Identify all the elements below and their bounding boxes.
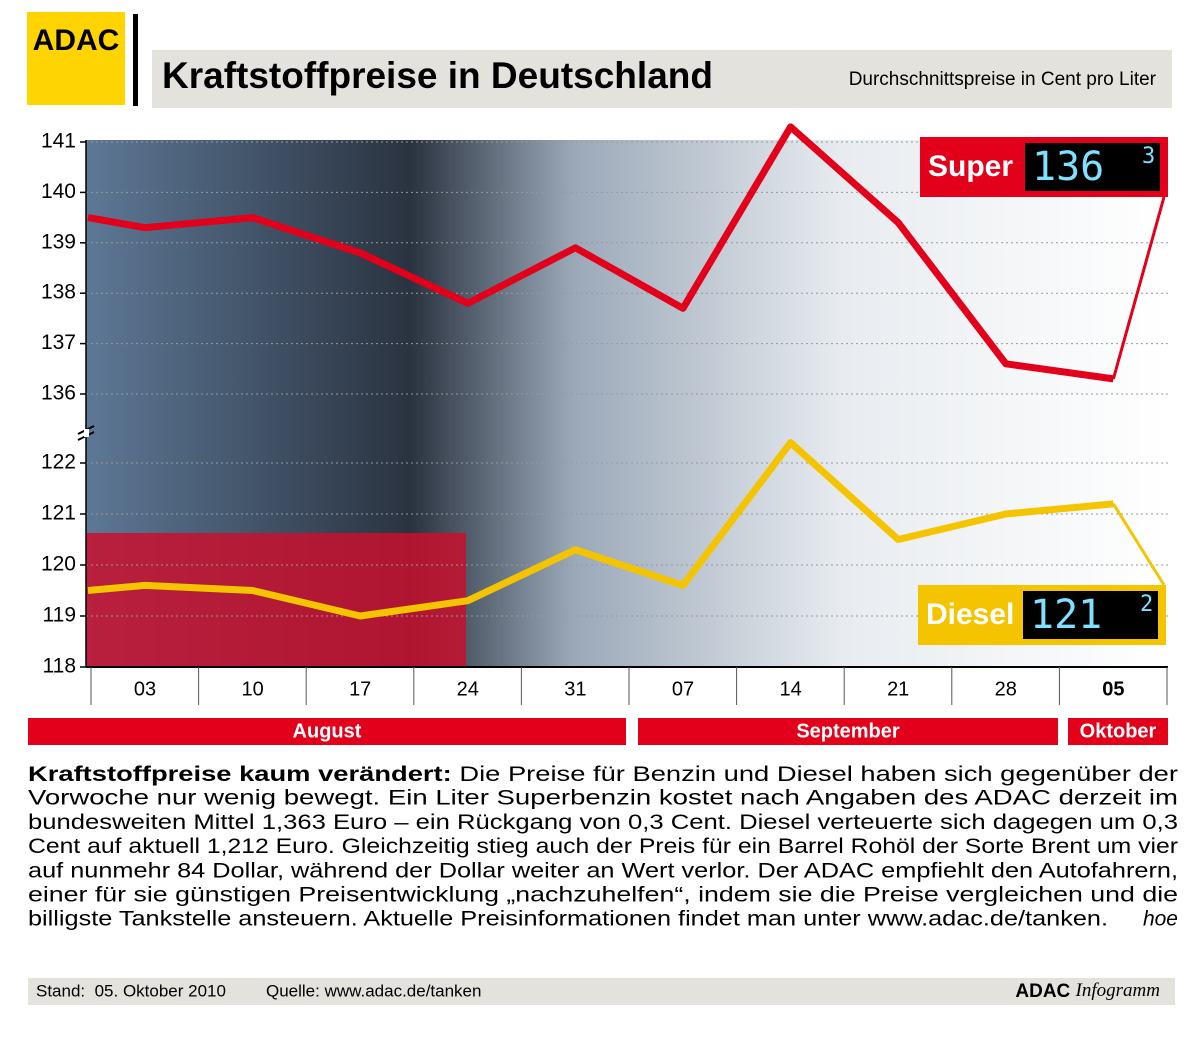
y-tick-label: 137	[41, 331, 76, 354]
logo-box	[27, 12, 125, 105]
display-main: 121	[1030, 592, 1102, 638]
legend-label: Super	[928, 150, 1013, 183]
footer-stand: Stand: 05. Oktober 2010	[36, 981, 226, 1000]
x-tick-label: 28	[995, 678, 1017, 700]
article-line: Cent auf aktuell 1,212 Euro. Gleichzeiti…	[28, 835, 1178, 858]
series-line	[87, 439, 1114, 620]
article-lead: Kraftstoffpreise kaum verändert:	[28, 763, 452, 786]
y-tick-label: 139	[41, 230, 76, 253]
display-sup: 2	[1140, 592, 1153, 617]
month-label: Oktober	[1080, 720, 1157, 742]
photo-detail	[86, 533, 466, 667]
x-tick-label: 05	[1102, 678, 1124, 700]
display-main: 136	[1032, 144, 1104, 190]
article-line: bundesweiten Mittel 1,363 Euro – ein Rüc…	[28, 811, 1178, 834]
x-tick-label: 10	[241, 678, 263, 700]
article-line: auf nunmehr 84 Dollar, während der Dolla…	[28, 859, 1178, 882]
article: Kraftstoffpreise kaum verändert: Die Pre…	[28, 763, 1178, 931]
month-band	[1068, 718, 1168, 745]
article-line: einer für sie günstigen Preisentwicklung…	[28, 884, 1178, 907]
chart-title: Kraftstoffpreise in Deutschland	[162, 55, 713, 96]
y-tick-label: 136	[41, 382, 76, 405]
y-tick-label: 122	[41, 451, 76, 474]
x-tick-label: 07	[672, 678, 694, 700]
divider	[133, 14, 138, 106]
month-label: September	[796, 720, 900, 742]
y-tick-label: 138	[41, 281, 76, 304]
axis-break-gap	[84, 429, 89, 437]
chart: 136 137 138 139 140 141 118 119 120 121 122 03 10 17 2…	[28, 123, 1168, 745]
x-tick-label: 03	[134, 678, 156, 700]
y-tick-label: 120	[41, 553, 76, 576]
display	[1023, 591, 1158, 639]
display	[1025, 143, 1160, 191]
series-line	[87, 123, 1114, 383]
y-tick-label: 141	[41, 130, 76, 153]
month-label: August	[293, 720, 362, 742]
footer-band	[28, 978, 1175, 1005]
connector	[1112, 503, 1166, 586]
y-tick-label: 118	[43, 655, 76, 678]
month-band	[28, 718, 626, 745]
article-line: billigste Tankstelle ansteuern. Aktuelle…	[28, 908, 1108, 931]
legend-label: Diesel	[926, 598, 1014, 631]
article-text: Die Preise für Benzin und Diesel haben s…	[459, 763, 1178, 786]
month-band	[638, 718, 1058, 745]
y-tick-label: 119	[43, 604, 76, 627]
footer-source: Quelle: www.adac.de/tanken	[266, 981, 481, 1000]
title-band	[152, 50, 1172, 108]
x-tick-label: 24	[457, 678, 479, 700]
y-tick-label: 121	[41, 502, 76, 525]
y-tick-label: 140	[41, 180, 76, 203]
article-author: hoe	[1143, 908, 1178, 931]
x-tick-label: 17	[349, 678, 371, 700]
subtitle: Durchschnittspreise in Cent pro Liter	[849, 69, 1157, 90]
article-line: Kraftstoffpreise kaum verändert: Die Pre…	[28, 763, 1178, 786]
footer-brand: ADAC Infogramm	[1015, 980, 1160, 1002]
connector	[1111, 196, 1166, 380]
logo: ADAC	[33, 24, 120, 57]
x-tick-label: 21	[887, 678, 909, 700]
brand-suffix: Infogramm	[1075, 980, 1160, 1001]
brand: ADAC	[1015, 981, 1070, 1002]
display-sup: 3	[1142, 144, 1155, 169]
x-tick-label: 31	[564, 678, 586, 700]
article-line: Vorwoche nur wenig bewegt. Ein Liter Sup…	[28, 787, 1178, 810]
x-tick-label: 14	[779, 678, 801, 700]
